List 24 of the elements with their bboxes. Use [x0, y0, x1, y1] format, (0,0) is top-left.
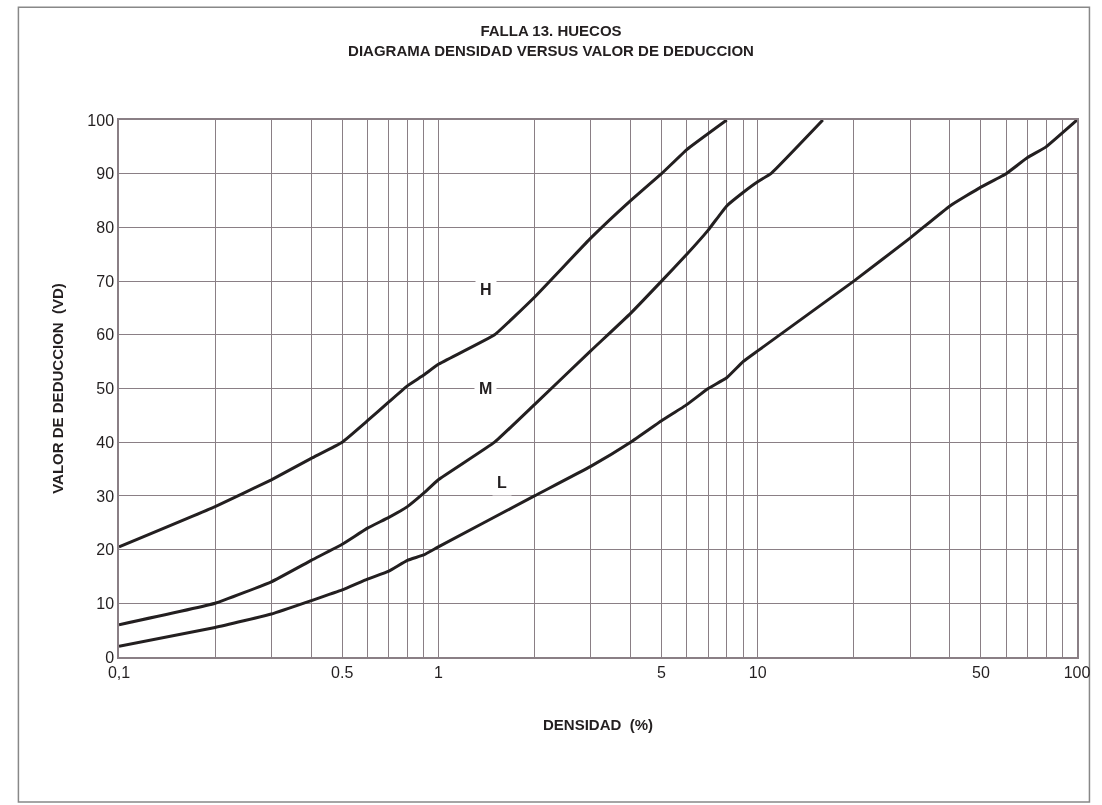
chart-title: FALLA 13. HUECOS DIAGRAMA DENSIDAD VERSUS VALOR DE DEDUCCION [348, 22, 754, 59]
x-tick-label: 100 [1063, 663, 1091, 681]
y-tick-label: 70 [96, 272, 115, 290]
x-tick-label: 1 [433, 663, 443, 681]
y-tick-label: 100 [87, 111, 115, 129]
x-tick-label: 0,1 [107, 663, 131, 681]
y-axis-title: VALOR DE DEDUCCION (VD) [49, 283, 67, 494]
y-tick-label: 90 [96, 165, 115, 183]
x-tick-label: 0.5 [331, 663, 354, 681]
y-tick-label: 30 [96, 487, 115, 505]
y-tick-label: 0 [105, 648, 115, 666]
y-tick-label: 50 [96, 380, 115, 398]
y-tick-label: 60 [96, 326, 115, 344]
y-tick-label: 40 [96, 433, 115, 451]
y-tick-label: 80 [96, 219, 115, 236]
series-label: L [497, 474, 507, 491]
x-tick-label: 50 [971, 663, 990, 681]
y-tick-label: 20 [96, 541, 115, 559]
text: M [479, 380, 493, 397]
x-tick-label: 5 [657, 663, 667, 681]
series-label: H [480, 281, 492, 298]
x-tick-label: 10 [748, 663, 767, 681]
x-axis-title: DENSIDAD (%) [542, 716, 654, 734]
y-tick-label: 10 [96, 594, 115, 612]
